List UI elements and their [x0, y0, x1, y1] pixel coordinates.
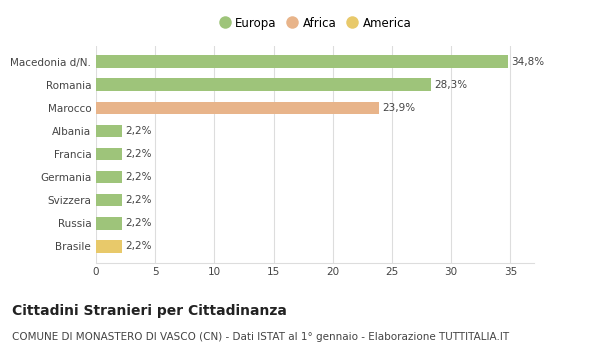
Bar — [96, 217, 122, 230]
Text: 2,2%: 2,2% — [125, 195, 152, 205]
Bar — [96, 240, 122, 253]
Text: 2,2%: 2,2% — [125, 172, 152, 182]
Text: 2,2%: 2,2% — [125, 149, 152, 159]
Text: 2,2%: 2,2% — [125, 126, 152, 136]
Bar — [96, 194, 122, 206]
Text: 34,8%: 34,8% — [512, 57, 545, 67]
Text: 23,9%: 23,9% — [382, 103, 416, 113]
Bar — [96, 171, 122, 183]
Text: 28,3%: 28,3% — [434, 80, 467, 90]
Text: 2,2%: 2,2% — [125, 241, 152, 251]
Text: Cittadini Stranieri per Cittadinanza: Cittadini Stranieri per Cittadinanza — [12, 304, 287, 318]
Bar — [96, 78, 431, 91]
Text: 2,2%: 2,2% — [125, 218, 152, 228]
Bar — [96, 125, 122, 137]
Bar — [96, 102, 379, 114]
Bar — [96, 148, 122, 160]
Legend: Europa, Africa, America: Europa, Africa, America — [214, 12, 416, 35]
Text: COMUNE DI MONASTERO DI VASCO (CN) - Dati ISTAT al 1° gennaio - Elaborazione TUTT: COMUNE DI MONASTERO DI VASCO (CN) - Dati… — [12, 332, 509, 343]
Bar — [96, 55, 508, 68]
